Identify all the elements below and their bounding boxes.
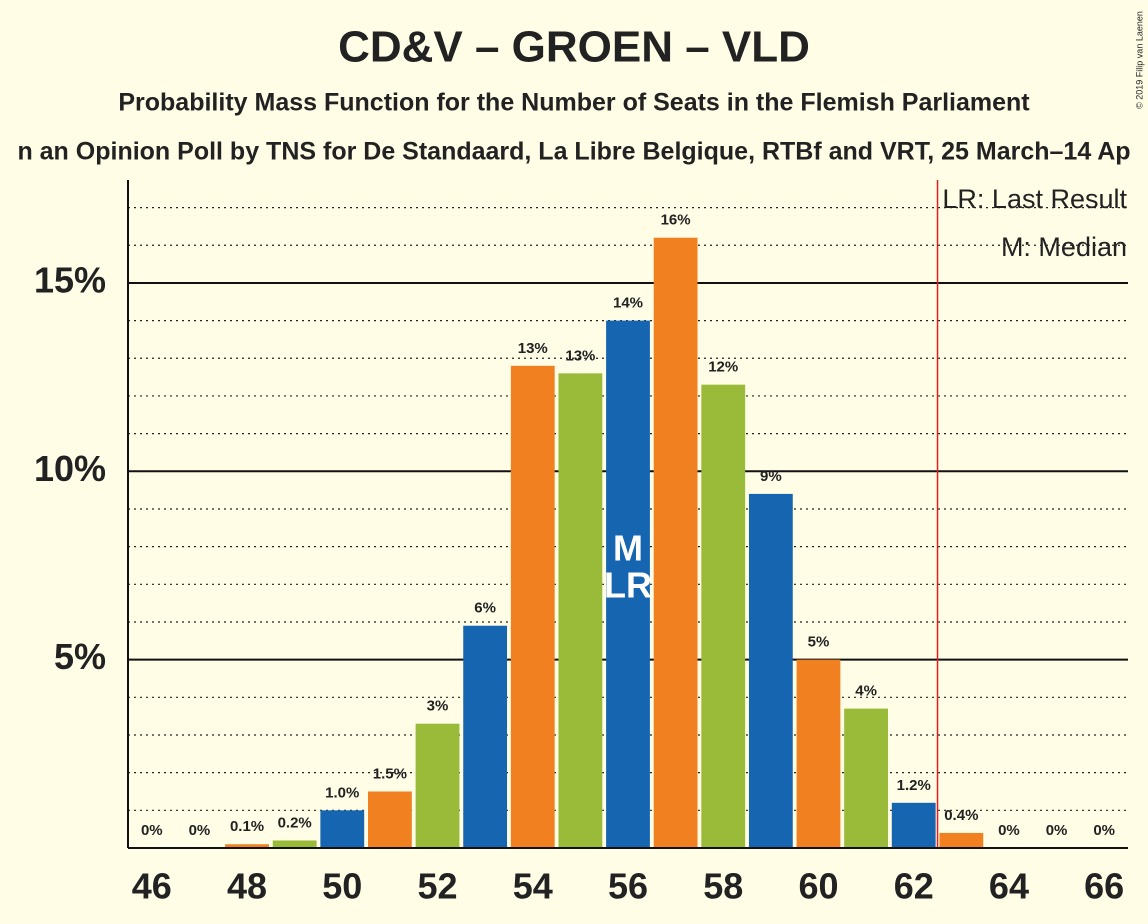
y-tick-label: 5% [54, 636, 106, 677]
x-tick-label: 58 [703, 866, 743, 907]
x-tick-label: 60 [798, 866, 838, 907]
x-tick-label: 62 [894, 866, 934, 907]
legend-entry: M: Median [1001, 232, 1127, 262]
bar [701, 384, 746, 848]
x-tick-label: 52 [418, 866, 458, 907]
copyright: © 2019 Filip van Laenen [1134, 11, 1144, 109]
legend-entry: LR: Last Result [942, 184, 1127, 214]
x-tick-label: 48 [227, 866, 267, 907]
x-tick-label: 50 [322, 866, 362, 907]
value-label: 13% [518, 340, 548, 357]
value-label: 5% [808, 634, 830, 651]
bar [272, 840, 317, 848]
x-tick-label: 56 [608, 866, 648, 907]
last-result-marker: LR [604, 565, 652, 606]
value-label: 0% [1046, 822, 1068, 839]
value-label: 0.4% [944, 807, 978, 824]
value-label: 9% [760, 468, 782, 485]
y-tick-label: 15% [34, 259, 106, 300]
bar [510, 365, 555, 848]
bar [891, 802, 936, 848]
bar [748, 493, 793, 848]
y-tick-label: 10% [34, 448, 106, 489]
bar [653, 237, 698, 848]
bar [225, 844, 269, 848]
value-label: 12% [708, 359, 738, 376]
bar [558, 373, 603, 848]
value-label: 4% [855, 683, 877, 700]
bar [415, 723, 460, 848]
value-label: 1.2% [897, 777, 931, 794]
chart-subtitle-2: n an Opinion Poll by TNS for De Standaar… [17, 138, 1130, 166]
x-tick-label: 64 [989, 866, 1029, 907]
bar [320, 810, 365, 848]
bar [939, 832, 984, 848]
bar [606, 320, 650, 848]
value-label: 0% [141, 822, 163, 839]
value-label: 6% [474, 600, 496, 617]
chart-title: CD&V – GROEN – VLD [338, 23, 810, 72]
value-label: 0.2% [278, 814, 312, 831]
value-label: 16% [661, 212, 691, 229]
value-label: 0% [998, 822, 1020, 839]
median-marker: M [613, 528, 643, 569]
value-label: 14% [613, 295, 643, 312]
chart-subtitle: Probability Mass Function for the Number… [118, 89, 1030, 117]
value-label: 1.5% [373, 765, 407, 782]
x-tick-label: 54 [513, 866, 553, 907]
x-tick-label: 66 [1084, 866, 1124, 907]
value-label: 0% [189, 822, 211, 839]
value-label: 0% [1093, 822, 1115, 839]
bar [844, 708, 888, 848]
bar [463, 625, 508, 848]
value-label: 0.1% [230, 818, 264, 835]
value-label: 13% [565, 347, 595, 364]
value-label: 1.0% [325, 784, 359, 801]
bar [796, 659, 841, 848]
bar [368, 791, 412, 848]
x-tick-label: 46 [132, 866, 172, 907]
value-label: 3% [427, 698, 449, 715]
